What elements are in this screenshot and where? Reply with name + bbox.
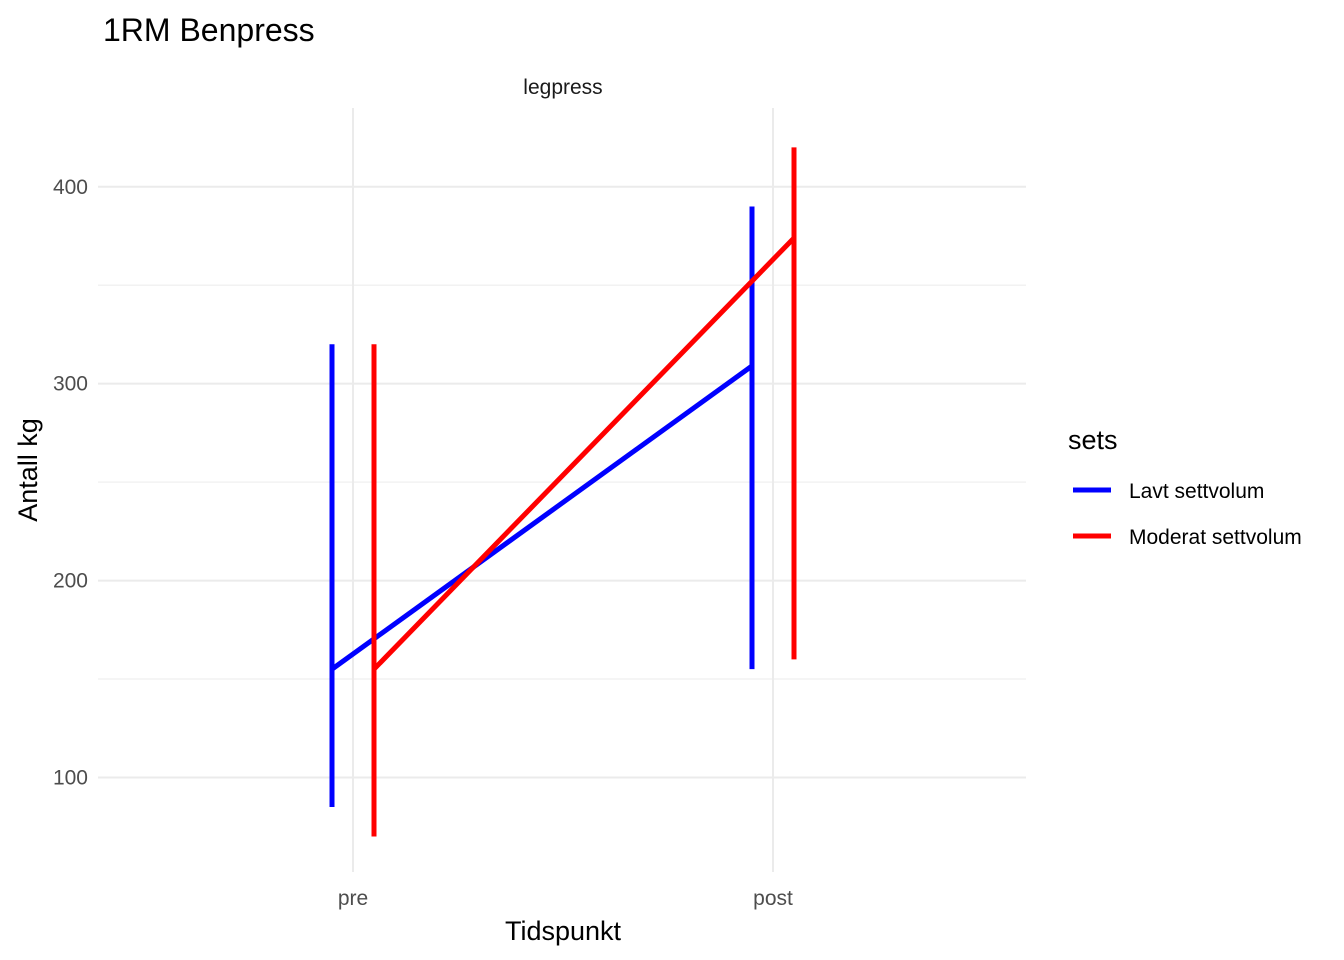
- gridlines: [98, 108, 1026, 872]
- legend-label: Lavt settvolum: [1129, 480, 1264, 503]
- x-tick-label: pre: [338, 887, 368, 910]
- y-axis-title: Antall kg: [13, 418, 43, 522]
- legend-title: sets: [1068, 425, 1118, 455]
- x-axis-ticks: pre post: [338, 887, 793, 910]
- facet-strip-label: legpress: [523, 76, 602, 99]
- y-axis-ticks: 100 200 300 400: [53, 176, 88, 790]
- x-tick-label: post: [753, 887, 793, 910]
- mean-line: [372, 236, 796, 671]
- y-tick-label: 300: [53, 373, 88, 396]
- legend-label: Moderat settvolum: [1129, 526, 1302, 549]
- x-axis-title: Tidspunkt: [505, 916, 622, 946]
- chart-title: 1RM Benpress: [103, 12, 315, 48]
- y-tick-label: 400: [53, 176, 88, 199]
- legend: sets Lavt settvolum Moderat settvolum: [1068, 425, 1302, 549]
- series-layer: [329, 147, 797, 837]
- mean-line: [330, 363, 754, 672]
- y-tick-label: 100: [53, 766, 88, 789]
- y-tick-label: 200: [53, 570, 88, 593]
